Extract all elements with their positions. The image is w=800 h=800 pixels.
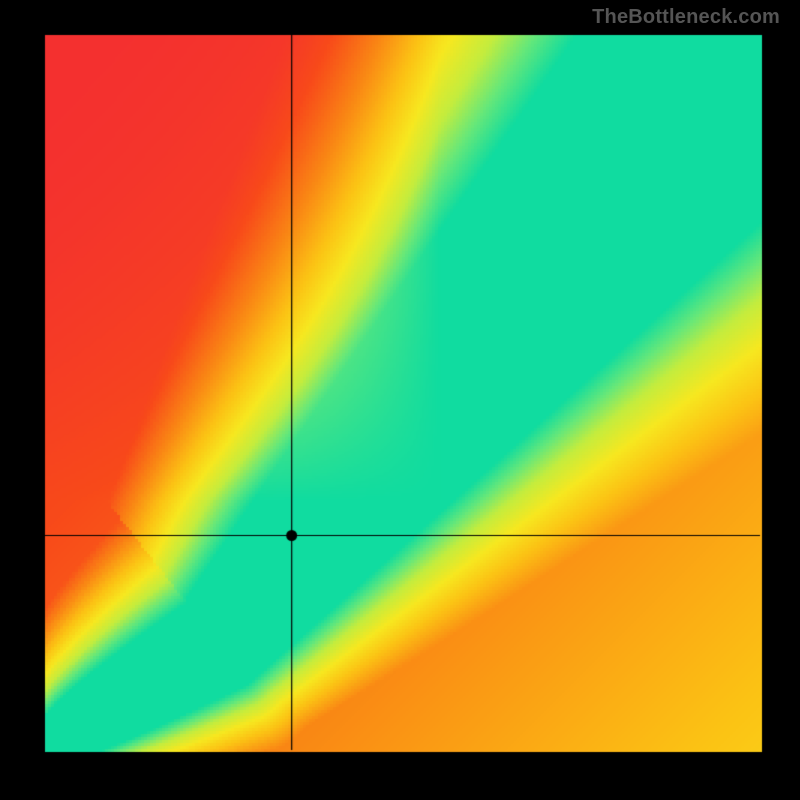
watermark-text: TheBottleneck.com [592, 6, 780, 29]
chart-container: TheBottleneck.com [0, 0, 800, 800]
bottleneck-heatmap-chart [0, 0, 800, 800]
